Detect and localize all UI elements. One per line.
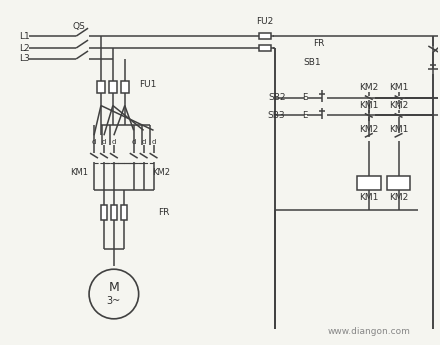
Text: KM2: KM2	[359, 125, 378, 134]
Text: SB2: SB2	[268, 93, 286, 102]
Text: L2: L2	[18, 43, 29, 52]
Bar	[121, 205, 127, 220]
Bar	[121, 81, 129, 93]
Text: KM1: KM1	[389, 125, 408, 134]
Bar	[109, 81, 117, 93]
Text: d: d	[112, 139, 116, 145]
Text: d: d	[102, 139, 106, 145]
Text: L1: L1	[18, 32, 29, 41]
Bar	[259, 45, 271, 51]
Bar	[259, 33, 271, 39]
Bar	[111, 205, 117, 220]
Text: www.diangon.com: www.diangon.com	[327, 327, 410, 336]
Text: KM1: KM1	[359, 193, 378, 202]
Text: KM2: KM2	[153, 168, 171, 177]
Text: d: d	[151, 139, 156, 145]
Bar	[387, 176, 411, 190]
Text: KM2: KM2	[389, 101, 408, 110]
Text: L3: L3	[18, 55, 29, 63]
Text: E: E	[302, 111, 307, 120]
Text: KM1: KM1	[70, 168, 88, 177]
Text: KM1: KM1	[359, 101, 378, 110]
Bar	[357, 176, 381, 190]
Text: QS: QS	[73, 22, 85, 31]
Text: d: d	[132, 139, 136, 145]
Text: KM1: KM1	[389, 83, 408, 92]
Text: FU2: FU2	[256, 17, 273, 26]
Bar	[97, 81, 105, 93]
Text: 3~: 3~	[107, 296, 121, 306]
Text: KM2: KM2	[359, 83, 378, 92]
Text: FU1: FU1	[139, 80, 156, 89]
Text: SB1: SB1	[304, 58, 321, 67]
Text: SB3: SB3	[268, 111, 286, 120]
Text: d: d	[92, 139, 96, 145]
Text: KM2: KM2	[389, 193, 408, 202]
Text: d: d	[141, 139, 146, 145]
Text: E: E	[302, 93, 307, 102]
Text: FR: FR	[158, 208, 170, 217]
Text: FR: FR	[313, 39, 324, 48]
Text: M: M	[109, 280, 119, 294]
Bar	[101, 205, 107, 220]
